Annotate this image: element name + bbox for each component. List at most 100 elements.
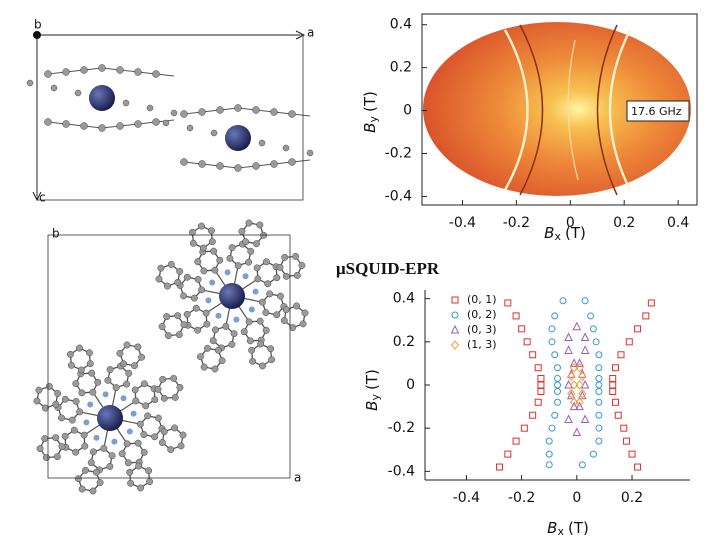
atom (301, 309, 309, 317)
label-part: x (557, 525, 564, 538)
atom (134, 439, 142, 447)
arrow-head (295, 30, 306, 40)
marker (534, 398, 542, 406)
marker (537, 381, 545, 389)
legend-label: (1, 3) (467, 338, 497, 351)
marker (554, 375, 561, 383)
n-atom (242, 273, 249, 280)
atom (203, 320, 211, 328)
atom (135, 462, 143, 470)
atom (134, 120, 142, 128)
axis-label: c (39, 191, 46, 205)
atom (171, 393, 179, 401)
atom (264, 280, 272, 288)
marker (595, 375, 603, 383)
atom (240, 328, 248, 336)
atom (106, 462, 114, 470)
axis-label: b (34, 18, 42, 32)
marker (595, 424, 603, 432)
atom (66, 350, 74, 358)
marker (545, 437, 553, 445)
atom (144, 412, 152, 420)
atom (226, 254, 234, 262)
marker (548, 424, 556, 432)
metal-ion (89, 85, 115, 111)
atom (253, 240, 260, 248)
atom (273, 274, 281, 282)
atom (96, 479, 104, 487)
marker (587, 312, 595, 320)
legend-label: (0, 1) (467, 293, 497, 306)
n-atom (252, 288, 259, 295)
atom (61, 395, 69, 403)
atom (74, 89, 82, 97)
marker (611, 364, 619, 372)
atom (145, 467, 153, 475)
marker (551, 411, 559, 419)
atom (82, 466, 89, 474)
atom (159, 375, 167, 383)
label-part: x (554, 230, 561, 243)
atom (44, 70, 52, 78)
marker (529, 411, 537, 419)
atom (288, 158, 296, 166)
marker (572, 427, 582, 436)
atom (160, 428, 168, 436)
label-part: y (369, 394, 382, 401)
atom (170, 109, 178, 117)
atom (207, 227, 215, 235)
atom (266, 290, 274, 298)
atom (125, 369, 133, 377)
atom (58, 414, 66, 422)
crystal-structures (26, 64, 314, 495)
atom (268, 356, 276, 364)
atom (134, 68, 142, 76)
marker (554, 398, 561, 406)
atom (180, 110, 188, 118)
unit-cell (47, 234, 291, 479)
atom (132, 397, 140, 405)
atom (89, 388, 97, 396)
atom (137, 484, 145, 492)
atom (259, 362, 267, 370)
y-tick-label: 0.2 (390, 60, 412, 76)
atom (85, 349, 93, 357)
x-tick-label: 0.2 (613, 215, 635, 231)
x-axis-label: Bx (T) (547, 519, 589, 539)
marker (567, 371, 576, 382)
atom (78, 389, 86, 397)
atom (158, 323, 166, 331)
atom (194, 275, 202, 283)
atom (198, 286, 206, 294)
atom (234, 164, 242, 172)
marker (580, 332, 590, 341)
label-part: (T) (568, 519, 589, 537)
atom (167, 260, 175, 268)
atom (194, 326, 202, 334)
y-axis-label: By (T) (363, 369, 383, 411)
atom (162, 119, 170, 127)
atom (262, 309, 270, 317)
y-tick-label: -0.2 (385, 145, 412, 161)
atom (222, 322, 230, 330)
annotation: 17.6 GHz (631, 105, 682, 118)
atom (134, 343, 142, 351)
atom (245, 318, 253, 326)
atom (194, 258, 202, 266)
atom (88, 369, 96, 377)
marker (609, 387, 617, 395)
marker (578, 388, 587, 399)
atom (267, 345, 275, 353)
atom (76, 408, 84, 416)
marker (595, 411, 603, 419)
atom (188, 228, 196, 236)
atom (258, 139, 266, 147)
atom (155, 275, 163, 283)
atom (200, 363, 208, 371)
marker (554, 364, 561, 372)
atom (214, 346, 222, 354)
atom (124, 459, 132, 467)
atom (72, 380, 80, 388)
atom (230, 330, 238, 338)
